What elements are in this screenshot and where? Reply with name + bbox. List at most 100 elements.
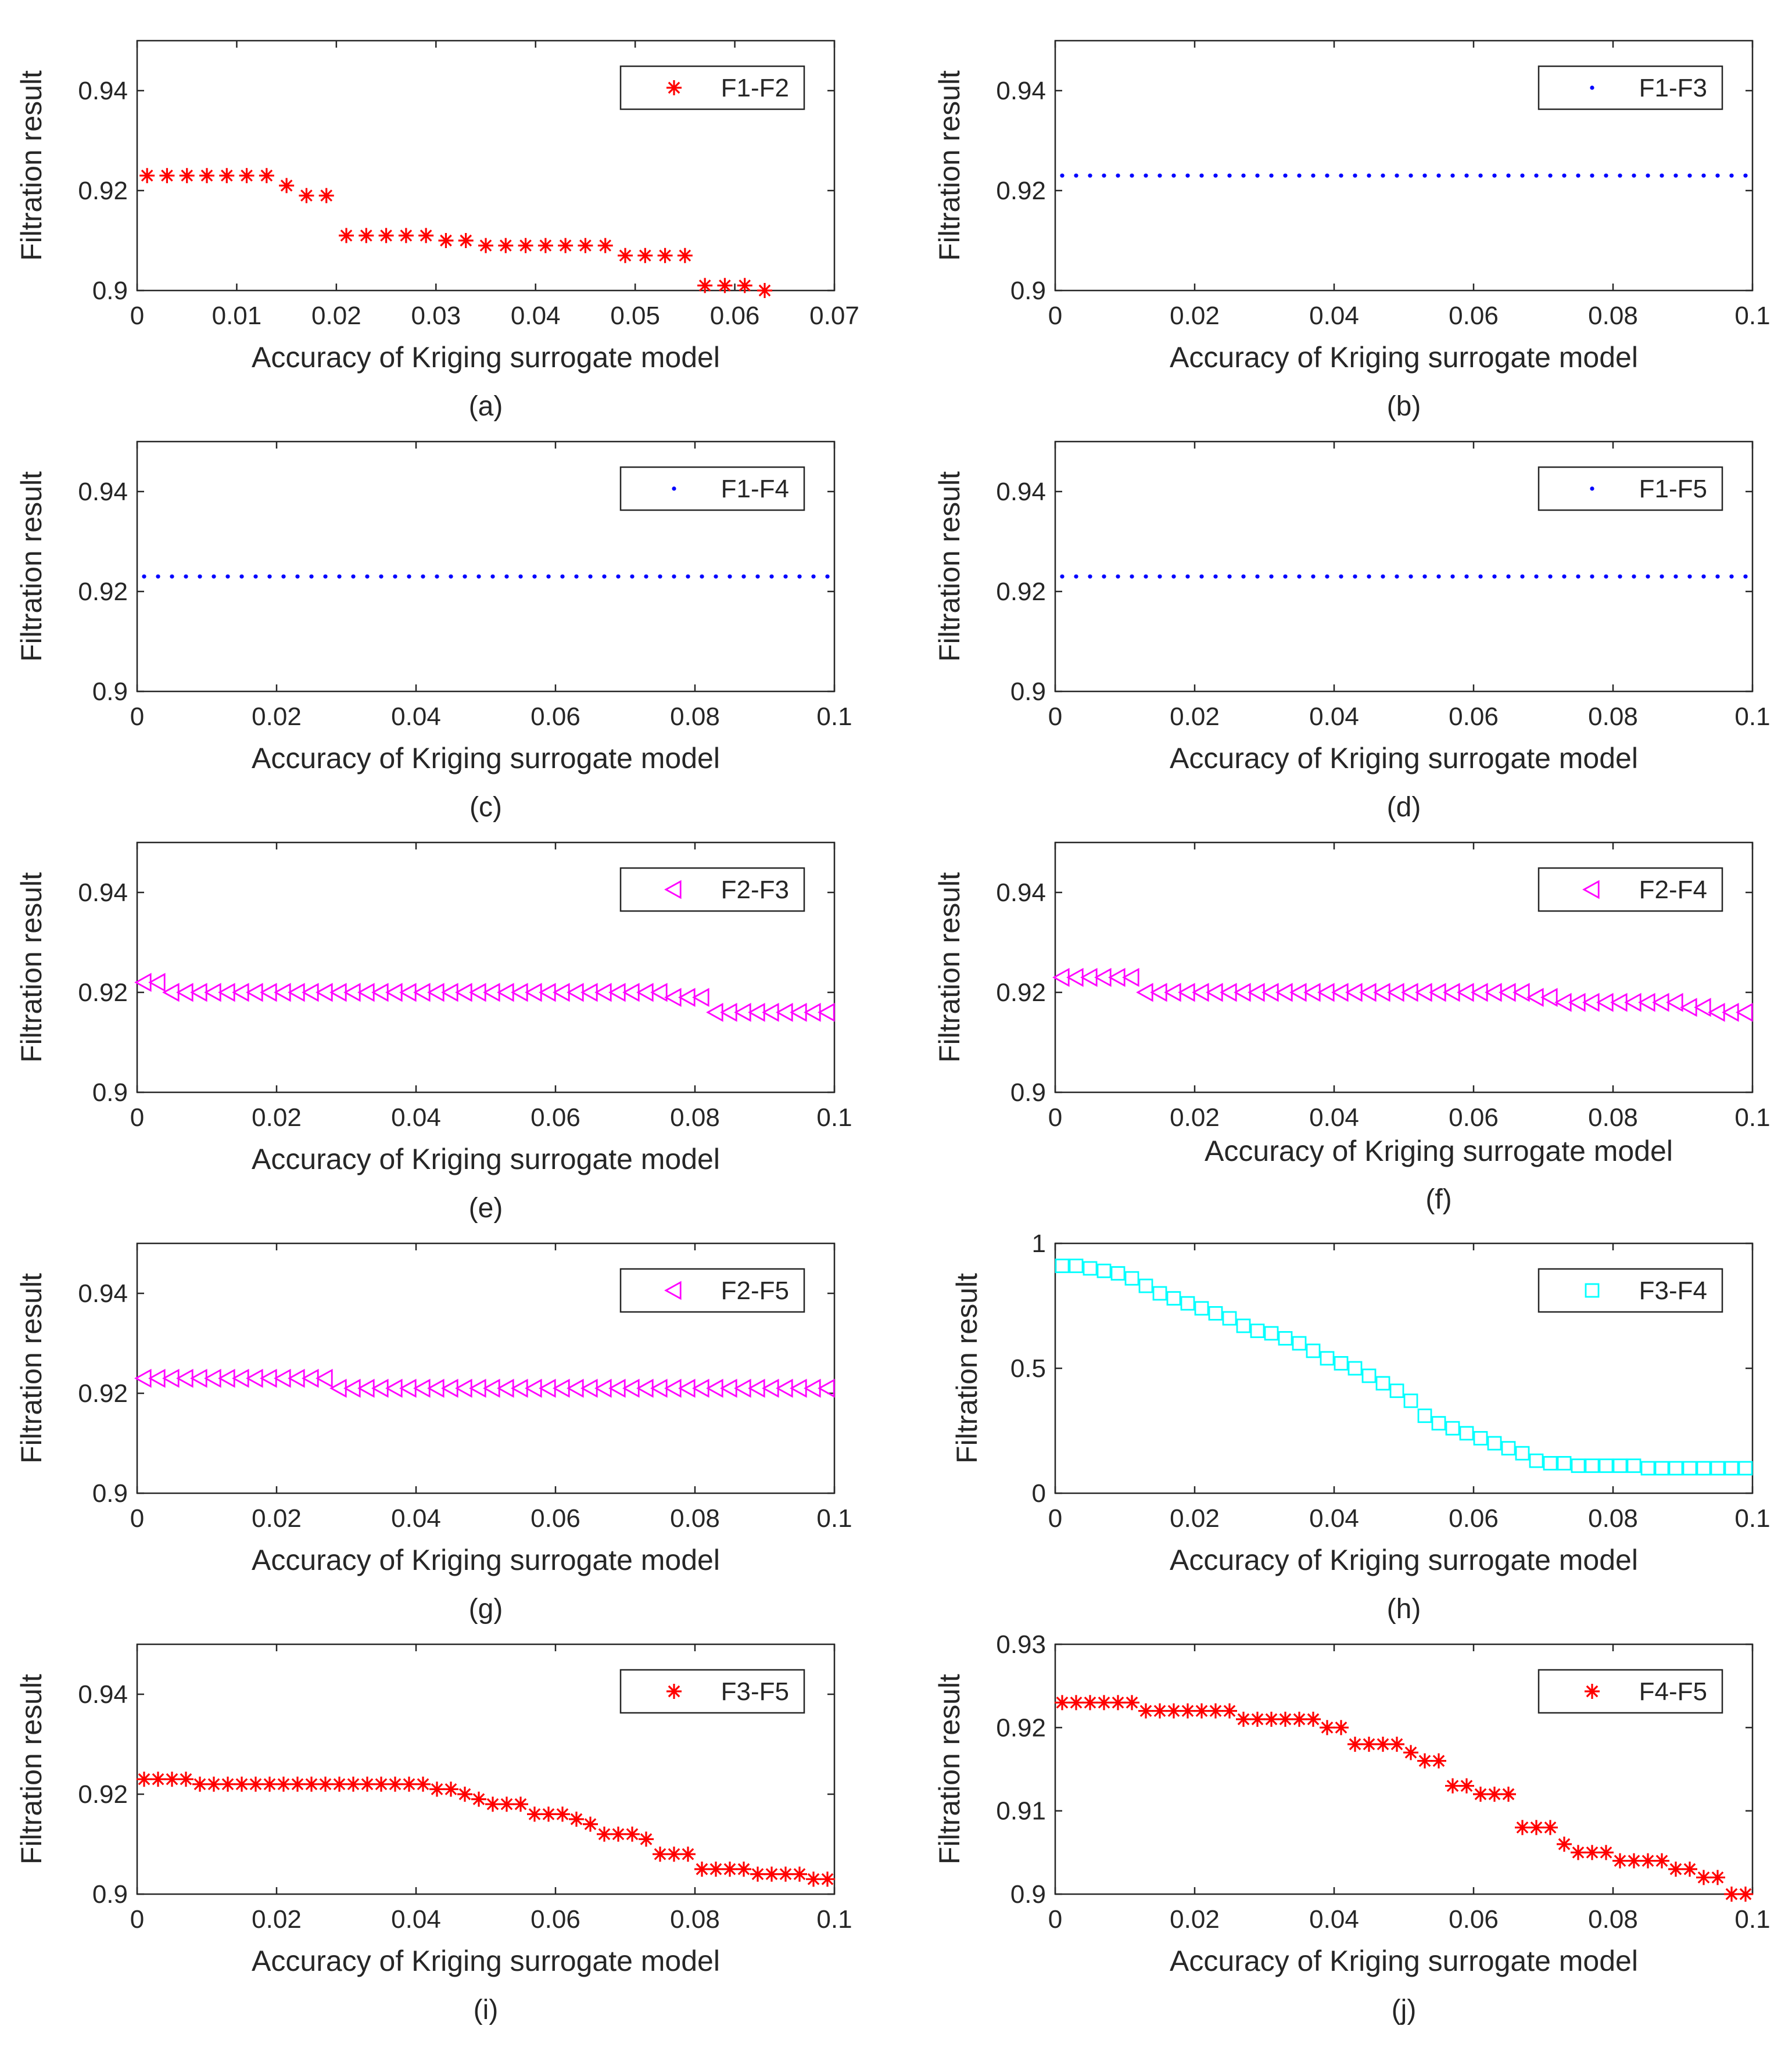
x-tick-label: 0.06	[1449, 1504, 1499, 1533]
data-point	[1571, 1845, 1586, 1860]
data-point	[476, 574, 481, 579]
data-point	[498, 238, 514, 253]
data-point	[299, 188, 314, 203]
data-point	[1464, 173, 1469, 178]
data-point	[1250, 1712, 1265, 1727]
data-point	[170, 574, 174, 579]
data-point	[1306, 1343, 1321, 1358]
data-point	[1347, 1361, 1363, 1376]
data-point	[1487, 1787, 1502, 1802]
data-point	[1696, 1870, 1711, 1885]
data-point	[388, 1776, 403, 1792]
data-point	[1361, 1737, 1377, 1752]
data-point	[1640, 1853, 1655, 1869]
data-point	[463, 574, 467, 579]
data-point	[1687, 574, 1692, 579]
chart-d: 0 0.02 0.04 0.06 0.08 0.1 0.9 0.92 0.94 Accuracy …	[933, 440, 1771, 823]
data-point	[677, 248, 693, 263]
data-point	[402, 1776, 417, 1792]
x-tick-label: 0.01	[212, 302, 262, 330]
x-tick-label: 0	[1048, 302, 1062, 330]
data-point	[1403, 1745, 1418, 1760]
data-point	[1074, 173, 1078, 178]
data-point	[825, 574, 830, 579]
data-point	[797, 574, 802, 579]
y-tick-label: 0.9	[92, 1880, 128, 1909]
data-point	[1436, 173, 1441, 178]
y-tick-label: 0.92	[996, 578, 1046, 606]
data-point	[1654, 1853, 1669, 1869]
data-point	[1738, 1887, 1753, 1902]
legend-label: F3-F5	[721, 1677, 789, 1706]
data-point	[1334, 1356, 1349, 1371]
y-tick-label: 0.9	[92, 277, 128, 305]
data-point	[574, 574, 579, 579]
data-point	[1668, 1862, 1683, 1877]
data-point	[1548, 173, 1553, 178]
series-markers	[1055, 1258, 1753, 1476]
legend-box	[619, 867, 805, 912]
data-point	[1264, 1326, 1279, 1341]
subplot-caption: (e)	[469, 1193, 503, 1224]
data-point	[1278, 1331, 1293, 1346]
data-point	[1222, 1311, 1237, 1326]
series-markers	[134, 973, 835, 1022]
data-point	[1157, 173, 1162, 178]
data-point	[1110, 1695, 1126, 1711]
data-point	[1513, 983, 1530, 1002]
legend-label: F4-F5	[1639, 1677, 1707, 1706]
data-point	[485, 1797, 500, 1812]
data-point	[1297, 574, 1302, 579]
x-tick-label: 0.05	[610, 302, 660, 330]
data-point	[192, 1776, 207, 1792]
data-point	[1506, 574, 1511, 579]
data-point	[532, 574, 537, 579]
y-axis-label: Filtration result	[15, 872, 48, 1063]
subplot-caption: (c)	[469, 792, 502, 823]
data-point	[1562, 574, 1567, 579]
data-point	[792, 1866, 807, 1882]
data-point	[212, 574, 216, 579]
data-point	[1375, 1376, 1390, 1391]
data-point	[1632, 173, 1636, 178]
data-point	[527, 1806, 542, 1822]
y-tick-label: 0.94	[78, 478, 128, 506]
x-tick-label: 0	[130, 1905, 144, 1934]
series-markers	[137, 1772, 835, 1887]
x-tick-label: 0.1	[816, 1504, 852, 1533]
data-point	[1701, 173, 1706, 178]
y-tick-label: 0.94	[996, 478, 1046, 506]
data-point	[764, 1866, 779, 1882]
y-tick-label: 0.9	[1010, 1880, 1046, 1909]
data-point	[778, 1866, 793, 1882]
subplot-caption: (i)	[474, 1995, 499, 2025]
legend-label: F1-F5	[1639, 475, 1707, 503]
x-tick-label: 0.06	[710, 302, 760, 330]
data-point	[281, 574, 286, 579]
x-tick-label: 0	[1048, 1103, 1062, 1132]
data-point	[1562, 173, 1567, 178]
data-point	[1185, 574, 1190, 579]
x-tick-label: 0.04	[391, 1504, 441, 1533]
data-point	[1339, 173, 1343, 178]
data-point	[365, 574, 370, 579]
data-point	[499, 1797, 514, 1812]
data-point	[1055, 1695, 1070, 1711]
y-tick-label: 0.9	[92, 1078, 128, 1107]
data-point	[1194, 1703, 1209, 1719]
x-tick-label: 0.06	[1449, 1905, 1499, 1934]
x-tick-label: 0.06	[531, 702, 580, 731]
data-point	[783, 574, 788, 579]
data-point	[1710, 1461, 1725, 1476]
data-point	[295, 574, 300, 579]
y-tick-label: 0.94	[996, 879, 1046, 907]
data-point	[672, 574, 676, 579]
data-point	[421, 574, 425, 579]
x-tick-label: 0.1	[1734, 1905, 1770, 1934]
legend-label: F1-F2	[721, 74, 789, 102]
data-point	[1604, 173, 1608, 178]
x-tick-label: 0.02	[1170, 1504, 1220, 1533]
data-point	[722, 1862, 737, 1877]
subplot-caption: (a)	[469, 391, 503, 422]
x-tick-label: 0	[130, 702, 144, 731]
